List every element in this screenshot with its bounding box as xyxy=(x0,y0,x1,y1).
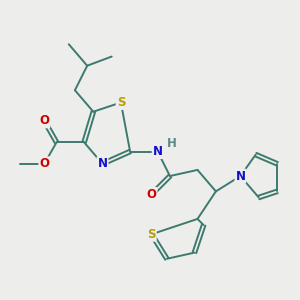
Text: O: O xyxy=(39,114,49,128)
Text: S: S xyxy=(117,96,125,109)
Text: N: N xyxy=(153,145,163,158)
Text: S: S xyxy=(147,228,156,241)
Text: O: O xyxy=(39,157,49,170)
Text: N: N xyxy=(236,169,245,182)
Text: N: N xyxy=(98,157,107,170)
Text: O: O xyxy=(146,188,157,201)
Text: H: H xyxy=(167,137,176,150)
